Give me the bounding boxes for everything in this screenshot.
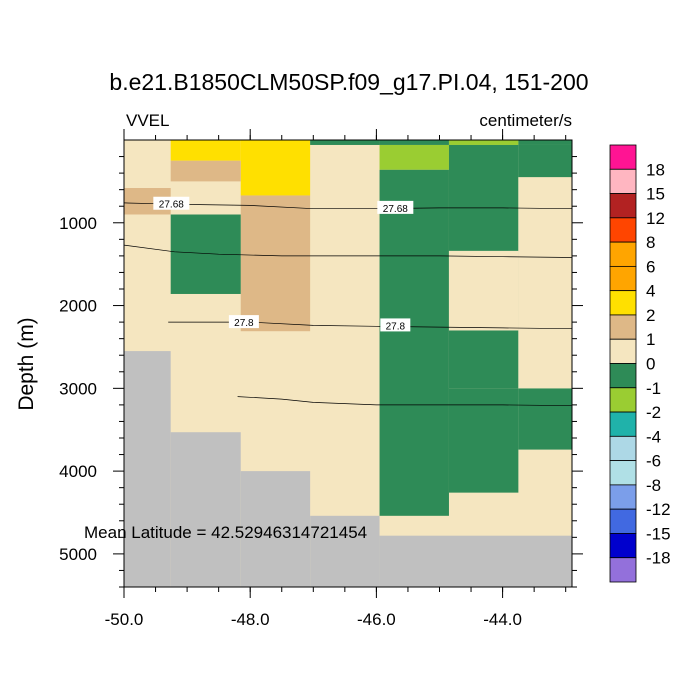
colorbar-label: 1 bbox=[646, 330, 655, 349]
y-tick-label: 3000 bbox=[59, 379, 97, 398]
units-label: centimeter/s bbox=[479, 111, 572, 130]
contour-label: 27.8 bbox=[386, 321, 406, 332]
contour-label: 27.8 bbox=[234, 318, 254, 329]
x-tick-label: -48.0 bbox=[231, 610, 270, 629]
land-mask-4 bbox=[379, 535, 572, 587]
land-mask-2 bbox=[240, 471, 311, 587]
colorbar-swatch-13 bbox=[609, 460, 637, 486]
heatmap-cell-19 bbox=[448, 250, 519, 331]
colorbar-swatch-17 bbox=[609, 557, 637, 583]
contour-lines: 27.68 27.68 27.8 27.8 bbox=[123, 196, 573, 407]
colorbar-swatch-11 bbox=[609, 411, 637, 437]
contour-label-bg bbox=[380, 318, 411, 332]
plot-frame bbox=[123, 139, 573, 588]
contour-label: 27.68 bbox=[159, 200, 184, 211]
heatmap-cell-8 bbox=[379, 140, 449, 145]
y-tick-label: 2000 bbox=[59, 297, 97, 316]
colorbar-swatch-4 bbox=[609, 241, 637, 267]
land-mask-0 bbox=[124, 351, 171, 587]
heatmap-cell-20 bbox=[518, 250, 572, 389]
axes: -50.0 -48.0 -46.0 -44.0 1000 2000 3000 4000 5000 bbox=[59, 129, 583, 629]
heatmap-cell-18 bbox=[448, 330, 519, 389]
colorbar-swatch-10 bbox=[609, 387, 637, 413]
heatmap-cell-9 bbox=[448, 140, 519, 145]
mean-latitude-annotation: Mean Latitude = 42.52946314721454 bbox=[84, 523, 367, 542]
land-mask-1 bbox=[170, 432, 241, 587]
colorbar-swatch-7 bbox=[609, 314, 637, 340]
heatmap-cell-1 bbox=[170, 140, 241, 161]
colorbar-label: -15 bbox=[646, 524, 671, 543]
y-tick-label: 5000 bbox=[59, 545, 97, 564]
colorbar-label: -4 bbox=[646, 427, 661, 446]
colorbar-swatch-0 bbox=[609, 144, 637, 170]
colorbar-label: -6 bbox=[646, 452, 661, 471]
colorbar-label: -18 bbox=[646, 549, 671, 568]
contour-label-bg bbox=[153, 196, 190, 210]
heatmap-cell-2 bbox=[240, 140, 311, 196]
heatmap-cell-16 bbox=[518, 177, 572, 251]
contour-line-2 bbox=[168, 321, 573, 330]
colorbar-label: 8 bbox=[646, 233, 655, 252]
y-tick-label: 4000 bbox=[59, 462, 97, 481]
heatmap-cell-3 bbox=[170, 160, 241, 182]
contour-label-bg bbox=[377, 200, 414, 214]
contour-label: 27.68 bbox=[383, 204, 408, 215]
colorbar: 18 15 12 8 6 4 2 1 0 -1 -2 -4 -6 -8 -12 -15 -18 bbox=[609, 144, 671, 583]
heatmap-cell-7 bbox=[310, 140, 380, 145]
colorbar-label: 12 bbox=[646, 209, 665, 228]
colorbar-swatch-14 bbox=[609, 484, 637, 510]
colorbar-swatch-12 bbox=[609, 435, 637, 462]
colorbar-swatch-2 bbox=[609, 193, 637, 219]
colorbar-swatch-16 bbox=[609, 533, 637, 559]
colorbar-label: -8 bbox=[646, 476, 661, 495]
plot-area bbox=[124, 140, 572, 587]
colorbar-label: 2 bbox=[646, 306, 655, 325]
heatmap-cell-10 bbox=[518, 140, 572, 145]
colorbar-swatch-5 bbox=[609, 265, 637, 292]
colorbar-label: -2 bbox=[646, 403, 661, 422]
colorbar-label: 0 bbox=[646, 355, 655, 374]
land-mask-3 bbox=[310, 515, 380, 587]
colorbar-label: -1 bbox=[646, 379, 661, 398]
x-tick-label: -44.0 bbox=[483, 610, 522, 629]
heatmap-cell-14 bbox=[518, 144, 572, 178]
chart-title: b.e21.B1850CLM50SP.f09_g17.PI.04, 151-20… bbox=[109, 69, 588, 95]
colorbar-swatch-8 bbox=[609, 338, 637, 364]
variable-label: VVEL bbox=[126, 111, 169, 130]
colorbar-label: -12 bbox=[646, 500, 671, 519]
heatmap-cell-12 bbox=[379, 169, 449, 516]
colorbar-label: 18 bbox=[646, 160, 665, 179]
colorbar-swatch-1 bbox=[609, 168, 637, 194]
heatmap-cell-4 bbox=[240, 195, 311, 332]
contour-line-1 bbox=[123, 244, 573, 258]
contour-line-3 bbox=[237, 396, 573, 407]
y-axis-label: Depth (m) bbox=[15, 317, 38, 410]
colorbar-swatch-3 bbox=[609, 217, 637, 243]
colorbar-label: 6 bbox=[646, 257, 655, 276]
heatmap-cell-15 bbox=[518, 388, 572, 450]
colorbar-swatch-15 bbox=[609, 508, 637, 534]
x-tick-label: -50.0 bbox=[105, 610, 144, 629]
heatmap-cell-11 bbox=[379, 144, 449, 170]
y-tick-label: 1000 bbox=[59, 214, 97, 233]
colorbar-swatch-6 bbox=[609, 290, 637, 316]
x-tick-label: -46.0 bbox=[357, 610, 396, 629]
colorbar-label: 15 bbox=[646, 185, 665, 204]
colorbar-label: 4 bbox=[646, 282, 655, 301]
contour-label-bg bbox=[228, 315, 259, 329]
colorbar-swatch-9 bbox=[609, 363, 637, 389]
